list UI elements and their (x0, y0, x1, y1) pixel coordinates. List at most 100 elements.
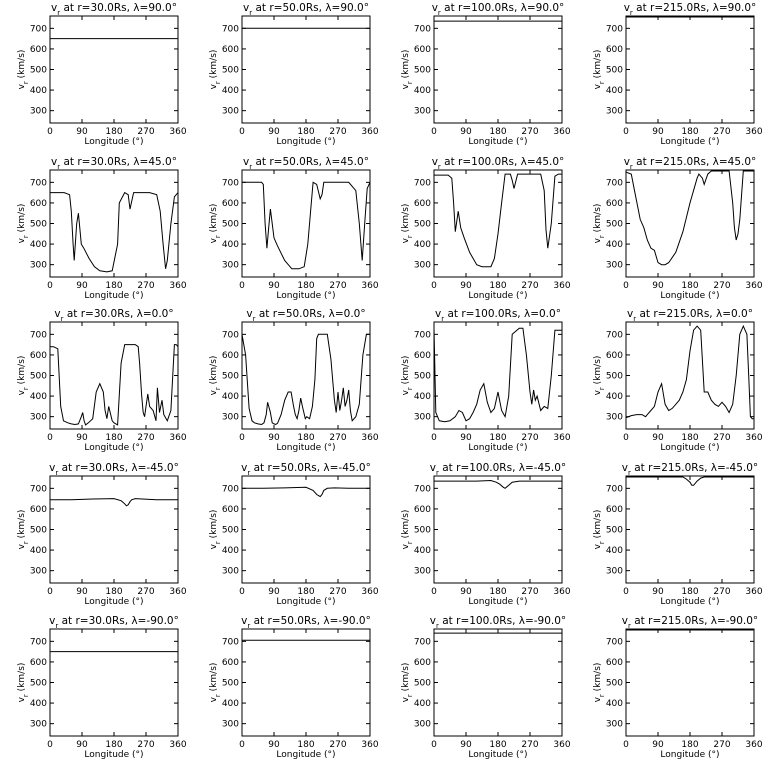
x-tick-label: 90 (268, 433, 280, 443)
x-tick-label: 270 (329, 127, 346, 137)
panel-r0-c1: vr at r=50.0Rs, λ=90.0° 0 90 180 270 360 300 40… (209, 2, 379, 147)
panel-title: vr at r=30.0Rs, λ=0.0° (54, 308, 173, 323)
y-tick-label: 600 (222, 199, 239, 209)
panel-r4-c0: vr at r=30.0Rs, λ=-90.0° 0 90 180 270 360 300 4… (17, 615, 187, 760)
y-axis-label: vr (km/s) (209, 510, 222, 550)
x-tick-label: 270 (137, 281, 154, 291)
plot-frame (625, 321, 755, 430)
y-tick-label: 500 (414, 526, 431, 536)
plot-frame (433, 321, 563, 430)
plot-frame (241, 628, 371, 737)
x-tick-label: 270 (521, 587, 538, 597)
y-tick-label: 600 (606, 351, 623, 361)
y-tick-label: 600 (30, 351, 47, 361)
panel-r0-c3: vr at r=215.0Rs, λ=90.0° 0 90 180 270 360 300 4… (593, 2, 763, 147)
y-tick-label: 400 (222, 86, 239, 96)
y-tick-label: 600 (414, 658, 431, 668)
vr-series-line (50, 344, 178, 426)
vr-series-line (626, 170, 754, 266)
y-tick-label: 600 (30, 658, 47, 668)
x-tick-label: 90 (460, 587, 472, 597)
panel-title: vr at r=30.0Rs, λ=-45.0° (49, 462, 179, 477)
x-tick-label: 180 (105, 127, 122, 137)
y-tick-label: 700 (606, 484, 623, 494)
panel-r1-c1: vr at r=50.0Rs, λ=45.0° 0 90 180 270 360 300 40… (209, 156, 379, 301)
vr-series-line (242, 333, 370, 426)
panel-title: vr at r=50.0Rs, λ=90.0° (243, 2, 369, 17)
panel-title: vr at r=215.0Rs, λ=45.0° (624, 156, 757, 171)
y-tick-label: 600 (414, 199, 431, 209)
x-tick-label: 90 (460, 433, 472, 443)
x-tick-label: 0 (623, 281, 629, 291)
y-tick-label: 400 (606, 546, 623, 556)
panel-title: vr at r=100.0Rs, λ=0.0° (435, 308, 561, 323)
y-tick-label: 500 (30, 679, 47, 689)
y-axis-label: vr (km/s) (17, 510, 30, 550)
y-tick-label: 300 (414, 413, 431, 423)
y-axis-label: vr (km/s) (401, 663, 414, 703)
panel-r1-c3: vr at r=215.0Rs, λ=45.0° 0 90 180 270 360 300 4… (593, 156, 763, 301)
x-tick-label: 360 (361, 281, 378, 291)
x-tick-label: 0 (431, 740, 437, 750)
y-axis-label: vr (km/s) (209, 356, 222, 396)
x-tick-label: 90 (460, 281, 472, 291)
x-axis-label: Longitude (°) (276, 291, 335, 301)
plot-frame (433, 628, 563, 737)
x-tick-label: 270 (521, 433, 538, 443)
y-tick-label: 500 (222, 372, 239, 382)
y-tick-label: 600 (414, 351, 431, 361)
x-tick-label: 270 (713, 587, 730, 597)
panel-r2-c3: vr at r=215.0Rs, λ=0.0° 0 90 180 270 360 300 40… (593, 308, 763, 453)
x-tick-label: 360 (169, 587, 186, 597)
panel-title: vr at r=100.0Rs, λ=45.0° (432, 156, 565, 171)
x-axis-label: Longitude (°) (276, 750, 335, 760)
y-tick-label: 600 (606, 658, 623, 668)
y-tick-label: 400 (222, 546, 239, 556)
x-tick-label: 90 (268, 127, 280, 137)
x-tick-label: 0 (239, 587, 245, 597)
x-tick-label: 360 (169, 433, 186, 443)
y-tick-label: 600 (222, 45, 239, 55)
panel-r2-c2: vr at r=100.0Rs, λ=0.0° 0 90 180 270 360 300 40… (401, 308, 571, 453)
y-axis-label: vr (km/s) (209, 50, 222, 90)
y-tick-label: 400 (30, 699, 47, 709)
x-axis-label: Longitude (°) (276, 443, 335, 453)
x-tick-label: 180 (489, 587, 506, 597)
y-tick-label: 500 (414, 372, 431, 382)
panel-title: vr at r=30.0Rs, λ=90.0° (51, 2, 177, 17)
y-axis-label: vr (km/s) (209, 204, 222, 244)
y-axis-label: vr (km/s) (593, 204, 606, 244)
vr-series-line (434, 479, 562, 489)
y-tick-label: 700 (30, 24, 47, 34)
plot-frame (625, 15, 755, 124)
x-tick-label: 270 (137, 433, 154, 443)
x-tick-label: 270 (329, 587, 346, 597)
y-tick-label: 600 (414, 45, 431, 55)
y-tick-label: 700 (222, 330, 239, 340)
vr-series-line (242, 486, 370, 498)
y-tick-label: 500 (222, 220, 239, 230)
x-tick-label: 90 (460, 740, 472, 750)
y-tick-label: 500 (606, 526, 623, 536)
x-tick-label: 90 (76, 281, 88, 291)
y-tick-label: 700 (222, 484, 239, 494)
y-tick-label: 300 (222, 567, 239, 577)
y-tick-label: 500 (30, 372, 47, 382)
plot-frame (433, 15, 563, 124)
y-tick-label: 700 (606, 24, 623, 34)
y-axis-label: vr (km/s) (209, 663, 222, 703)
y-tick-label: 600 (606, 45, 623, 55)
x-axis-label: Longitude (°) (276, 597, 335, 607)
x-tick-label: 360 (553, 433, 570, 443)
y-axis-label: vr (km/s) (593, 663, 606, 703)
y-tick-label: 700 (30, 484, 47, 494)
y-tick-label: 700 (606, 637, 623, 647)
y-axis-label: vr (km/s) (401, 50, 414, 90)
y-tick-label: 400 (606, 240, 623, 250)
panel-title: vr at r=100.0Rs, λ=-45.0° (430, 462, 566, 477)
x-tick-label: 0 (431, 127, 437, 137)
y-tick-label: 500 (30, 526, 47, 536)
x-tick-label: 90 (268, 740, 280, 750)
x-axis-label: Longitude (°) (84, 443, 143, 453)
